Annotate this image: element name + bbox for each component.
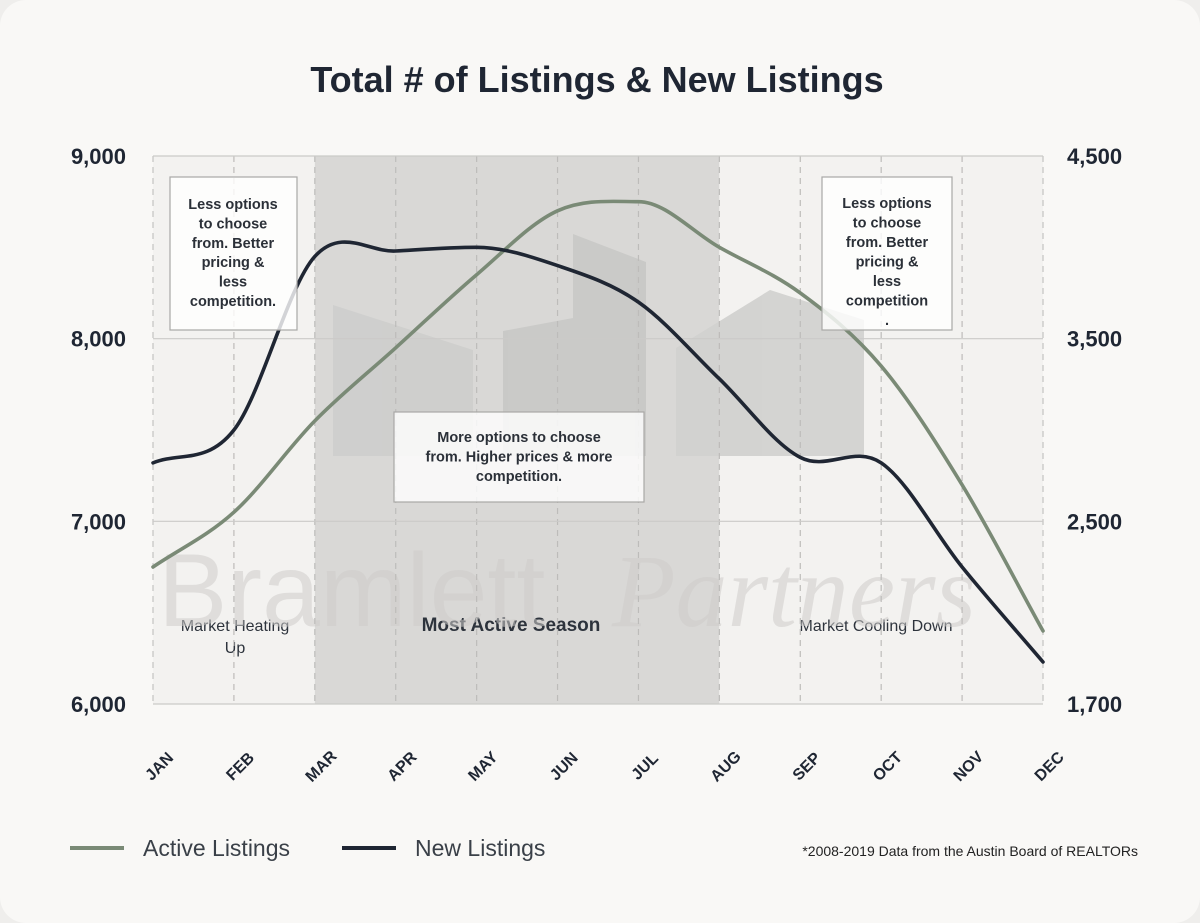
y-left-tick-label: 8,000	[71, 327, 126, 352]
region-label-0: Market Heating Up	[181, 618, 290, 657]
region-label-2: Market Cooling Down	[800, 618, 953, 635]
y-right-tick-label: 2,500	[1067, 509, 1122, 534]
y-right-tick-label: 3,500	[1067, 327, 1122, 352]
x-tick-label: OCT	[870, 749, 906, 785]
y-right-tick-label: 4,500	[1067, 144, 1122, 169]
chart-legend: Active Listings New Listings	[70, 828, 597, 868]
watermark-text-italic: Partners	[611, 534, 976, 649]
x-tick-label: NOV	[951, 748, 988, 785]
x-tick-label: MAR	[303, 748, 341, 786]
chart-title: Total # of Listings & New Listings	[310, 59, 883, 100]
x-tick-label: AUG	[708, 748, 745, 785]
legend-item-new-listings: New Listings	[342, 835, 545, 862]
annotation-box-0	[169, 176, 298, 331]
y-left-tick-label: 6,000	[71, 692, 126, 717]
x-tick-label: JAN	[142, 749, 177, 784]
annotation-text-1: More options to choose from. Higher price…	[426, 430, 613, 485]
annotation-box-1	[393, 411, 645, 503]
y-left-tick-label: 9,000	[71, 144, 126, 169]
legend-swatch-new-listings	[342, 846, 397, 850]
x-tick-label: MAY	[465, 749, 501, 785]
watermark-text: Bramlett	[158, 533, 545, 649]
x-tick-label: DEC	[1032, 749, 1068, 785]
x-tick-label: FEB	[223, 749, 258, 784]
annotation-text-0: Less options to choose from. Better pricing…	[188, 197, 277, 310]
region-label-1: Most Active Season	[422, 615, 601, 636]
data-source-footnote: *2008-2019 Data from the Austin Board of…	[802, 843, 1138, 859]
x-tick-label: APR	[385, 749, 421, 785]
annotation-text-2: Less options to choose from. Better pricing…	[842, 196, 931, 329]
legend-item-active-listings: Active Listings	[70, 835, 290, 862]
legend-swatch-active-listings	[70, 846, 124, 850]
y-right-tick-label: 1,700	[1067, 692, 1122, 717]
x-tick-label: SEP	[790, 749, 825, 784]
series-line-active-listings	[151, 199, 1045, 633]
y-left-tick-label: 7,000	[71, 509, 126, 534]
x-tick-label: JUL	[629, 750, 663, 784]
legend-label-new-listings: New Listings	[415, 834, 546, 861]
x-tick-label: JUN	[547, 749, 582, 784]
annotation-box-2	[821, 176, 953, 331]
legend-label-active-listings: Active Listings	[143, 834, 291, 861]
